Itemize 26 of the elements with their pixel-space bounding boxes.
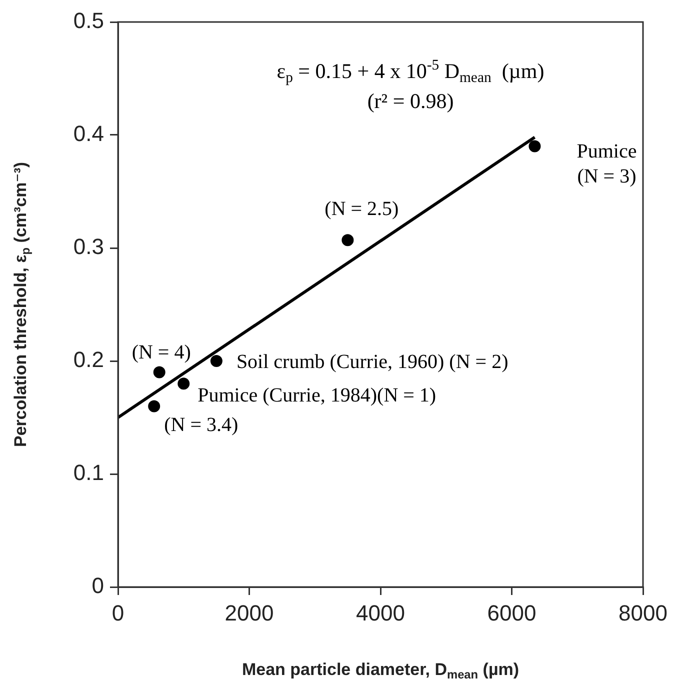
- y-axis-title: Percolation threshold, εp (cm³cm⁻³): [11, 162, 32, 448]
- annotation: (N = 3.4): [164, 414, 238, 436]
- x-tick-label: 2000: [224, 600, 274, 626]
- annotation: Pumice: [576, 140, 637, 162]
- point: [153, 366, 166, 378]
- y-tick-label: 0.3: [73, 234, 104, 260]
- y-tick-label: 0.4: [73, 121, 104, 146]
- annotation: (N = 4): [132, 341, 191, 364]
- point: [148, 400, 160, 412]
- y-tick-label: 0.5: [73, 8, 104, 34]
- point: [210, 355, 222, 367]
- y-tick-label: 0.2: [73, 347, 104, 372]
- point: [178, 378, 190, 390]
- y-tick-label: 0: [92, 573, 104, 598]
- y-tick-label: 0.1: [73, 460, 104, 486]
- x-tick-label: 6000: [487, 600, 536, 626]
- annotation: Soil crumb (Currie, 1960) (N = 2): [236, 351, 508, 373]
- annotation: (N = 3): [577, 165, 636, 188]
- point: [342, 234, 354, 246]
- annotation: (r² = 0.98): [367, 89, 454, 113]
- x-tick-label: 8000: [618, 600, 668, 626]
- annotation: (N = 2.5): [324, 198, 399, 220]
- x-tick-label: 4000: [356, 600, 405, 626]
- point: [528, 140, 541, 152]
- annotation: Pumice (Currie, 1984)(N = 1): [198, 384, 436, 407]
- x-tick-label: 0: [112, 600, 124, 626]
